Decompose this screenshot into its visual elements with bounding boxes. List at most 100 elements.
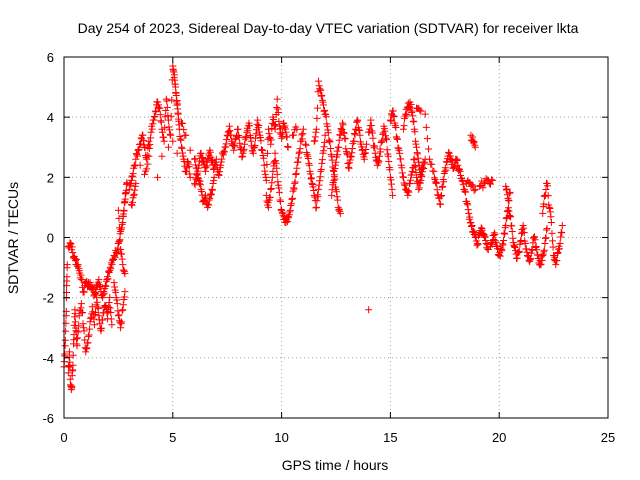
data-point bbox=[318, 156, 326, 164]
data-point bbox=[287, 200, 295, 208]
data-point bbox=[105, 268, 113, 276]
data-point bbox=[553, 257, 561, 265]
data-point bbox=[231, 135, 239, 143]
data-point bbox=[408, 108, 416, 116]
data-point bbox=[499, 241, 507, 249]
data-point bbox=[103, 276, 111, 284]
data-point bbox=[246, 122, 254, 130]
data-point bbox=[532, 243, 540, 251]
data-point bbox=[247, 137, 255, 145]
data-point bbox=[160, 133, 168, 141]
data-point bbox=[520, 229, 528, 237]
data-point bbox=[148, 125, 156, 133]
data-point bbox=[273, 95, 281, 103]
data-point bbox=[260, 154, 268, 162]
data-point bbox=[525, 256, 533, 264]
data-point bbox=[156, 104, 164, 112]
data-point bbox=[154, 173, 162, 181]
data-point bbox=[100, 289, 108, 297]
y-tick-label: -4 bbox=[42, 351, 54, 366]
data-point bbox=[389, 191, 397, 199]
data-point bbox=[376, 152, 384, 160]
data-point bbox=[489, 176, 497, 184]
data-point bbox=[314, 104, 322, 112]
data-point bbox=[417, 170, 425, 178]
data-point bbox=[313, 197, 321, 205]
data-point bbox=[134, 146, 142, 154]
data-point bbox=[539, 209, 547, 217]
data-point bbox=[84, 332, 92, 340]
data-point bbox=[120, 266, 128, 274]
data-point bbox=[469, 182, 477, 190]
x-tick-label: 25 bbox=[601, 430, 615, 445]
data-point bbox=[145, 137, 153, 145]
data-point bbox=[250, 143, 258, 151]
data-point bbox=[404, 187, 412, 195]
data-point bbox=[286, 206, 294, 214]
data-point bbox=[75, 322, 83, 330]
data-point bbox=[225, 127, 233, 135]
data-point bbox=[193, 171, 201, 179]
data-point bbox=[176, 135, 184, 143]
data-point bbox=[511, 244, 519, 252]
data-point bbox=[263, 161, 271, 169]
data-point bbox=[378, 137, 386, 145]
data-point bbox=[133, 151, 141, 159]
data-point bbox=[311, 137, 319, 145]
data-point bbox=[262, 176, 270, 184]
data-point bbox=[340, 128, 348, 136]
data-point bbox=[98, 324, 106, 332]
data-point bbox=[345, 163, 353, 171]
data-point bbox=[376, 145, 384, 153]
data-point bbox=[77, 304, 85, 312]
data-point bbox=[508, 222, 516, 230]
data-point bbox=[169, 137, 177, 145]
data-point bbox=[556, 240, 564, 248]
data-point bbox=[120, 293, 128, 301]
data-series-sdtvar bbox=[60, 62, 566, 394]
data-point bbox=[61, 336, 69, 344]
data-point bbox=[312, 128, 320, 136]
data-point bbox=[151, 107, 159, 115]
data-point bbox=[544, 192, 552, 200]
data-point bbox=[471, 234, 479, 241]
data-point bbox=[157, 118, 165, 126]
data-point bbox=[411, 128, 419, 136]
data-point bbox=[310, 191, 318, 199]
data-point bbox=[73, 255, 81, 263]
data-point bbox=[290, 185, 298, 193]
data-point bbox=[117, 226, 125, 234]
data-point bbox=[412, 140, 420, 148]
data-point bbox=[296, 148, 304, 156]
data-point bbox=[147, 128, 155, 136]
data-point bbox=[247, 133, 255, 141]
data-point bbox=[441, 167, 449, 175]
data-point bbox=[503, 191, 511, 199]
data-point bbox=[241, 140, 249, 148]
data-point bbox=[504, 204, 512, 212]
data-point bbox=[398, 164, 406, 172]
data-point bbox=[283, 133, 291, 141]
data-point bbox=[275, 188, 283, 196]
data-point bbox=[488, 176, 496, 184]
data-point bbox=[342, 145, 350, 153]
y-tick-label: -6 bbox=[42, 411, 54, 426]
data-point bbox=[85, 331, 93, 339]
data-point bbox=[62, 319, 70, 327]
data-point bbox=[325, 137, 333, 145]
data-point bbox=[430, 167, 438, 175]
data-point bbox=[231, 141, 239, 149]
data-point bbox=[267, 136, 275, 144]
data-point bbox=[320, 143, 328, 151]
y-tick-label: 2 bbox=[47, 170, 54, 185]
data-point bbox=[161, 124, 169, 132]
data-point bbox=[515, 247, 523, 255]
data-point bbox=[92, 286, 100, 294]
data-point bbox=[307, 175, 315, 183]
data-point bbox=[362, 140, 370, 148]
data-point bbox=[550, 252, 558, 260]
data-point bbox=[310, 137, 318, 145]
data-point bbox=[315, 181, 323, 189]
data-point bbox=[390, 112, 398, 120]
data-point bbox=[139, 136, 147, 144]
